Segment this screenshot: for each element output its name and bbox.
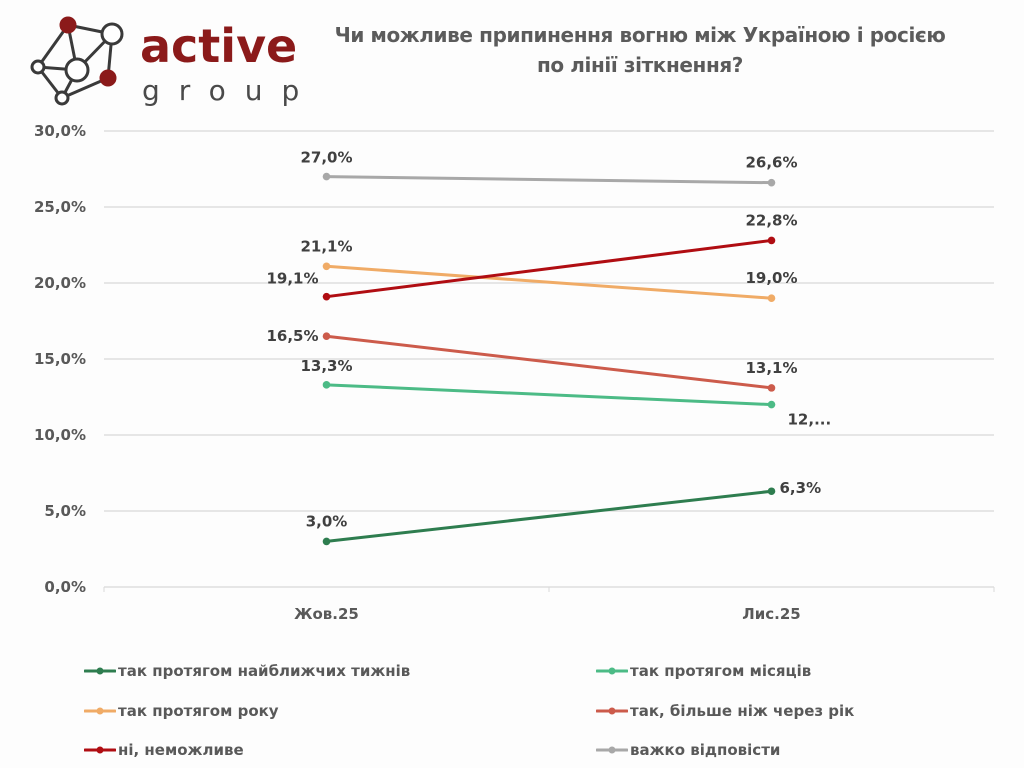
data-label: 13,3%: [300, 357, 352, 375]
chart-title: Чи можливе припинення вогню між Україною…: [320, 20, 960, 80]
data-point: [322, 262, 331, 271]
data-label: 22,8%: [745, 211, 797, 229]
network-icon: [30, 16, 124, 106]
legend-line-marker-icon: [84, 746, 116, 754]
data-label: 19,1%: [266, 270, 318, 288]
data-point: [767, 487, 776, 496]
data-point: [767, 236, 776, 245]
line-chart: 0,0% 5,0% 10,0% 15,0% 20,0% 25,0% 30,0% Жов.25…: [34, 122, 995, 623]
series-group: [322, 172, 776, 546]
y-axis: 0,0% 5,0% 10,0% 15,0% 20,0% 25,0% 30,0%: [34, 122, 86, 596]
y-tick-label: 30,0%: [34, 122, 86, 140]
legend-item[interactable]: так протягом найближчих тижнів: [84, 659, 410, 683]
series-line: [325, 383, 773, 407]
data-labels: 3,0% 6,3% 13,3% 12,... 21,1% 19,0% 16,5% 13,1% 1…: [266, 149, 831, 531]
legend-item[interactable]: ні, неможливе: [84, 738, 244, 762]
data-point: [322, 381, 331, 389]
x-axis: Жов.25 Лис.25: [294, 605, 801, 623]
y-tick-label: 10,0%: [34, 426, 86, 444]
legend: так протягом найближчих тижнів так протяг…: [0, 650, 1024, 768]
series-0: [322, 487, 776, 546]
data-point: [322, 332, 331, 341]
data-point: [322, 172, 331, 181]
legend-item[interactable]: так, більше ніж через рік: [596, 699, 854, 723]
series-1: [322, 381, 776, 409]
legend-line-marker-icon: [84, 707, 116, 715]
series-line: [325, 334, 773, 390]
data-point: [767, 178, 776, 187]
legend-label: так протягом найближчих тижнів: [118, 662, 411, 680]
data-label: 13,1%: [745, 359, 797, 377]
active-group-logo: active group: [30, 16, 310, 107]
series-2: [322, 262, 776, 303]
y-tick-label: 0,0%: [44, 578, 86, 596]
data-label: 21,1%: [300, 237, 352, 255]
data-point: [767, 400, 776, 409]
legend-item[interactable]: так протягом місяців: [596, 659, 811, 683]
chart-title-line1: Чи можливе припинення вогню між Україною…: [334, 23, 946, 47]
legend-label: так протягом місяців: [630, 662, 812, 680]
data-point: [767, 294, 776, 303]
y-tick-label: 20,0%: [34, 274, 86, 292]
data-label: 19,0%: [745, 269, 797, 287]
data-point: [322, 537, 331, 546]
series-line: [325, 175, 773, 185]
data-label: 3,0%: [306, 512, 348, 530]
data-label: 16,5%: [266, 327, 318, 345]
gridlines: [103, 130, 995, 592]
data-label: 27,0%: [300, 149, 352, 167]
legend-item[interactable]: важко відповісти: [596, 738, 780, 762]
legend-line-marker-icon: [84, 667, 116, 675]
series-line: [325, 489, 773, 543]
legend-label: так, більше ніж через рік: [630, 702, 855, 720]
legend-label: важко відповісти: [630, 741, 781, 759]
legend-label: так протягом року: [118, 702, 279, 720]
series-3: [322, 332, 776, 392]
y-tick-label: 25,0%: [34, 198, 86, 216]
y-tick-label: 5,0%: [44, 502, 86, 520]
legend-line-marker-icon: [596, 667, 628, 675]
legend-line-marker-icon: [596, 746, 628, 754]
legend-item[interactable]: так протягом року: [84, 699, 279, 723]
x-tick-label: Лис.25: [742, 605, 800, 623]
chart-title-line2: по лінії зіткнення?: [536, 53, 744, 77]
logo-word-group: group: [142, 74, 310, 107]
series-5: [322, 172, 776, 187]
series-4: [322, 236, 776, 301]
data-point: [767, 384, 776, 392]
data-label: 26,6%: [745, 154, 797, 172]
x-tick-label: Жов.25: [294, 605, 359, 623]
data-point: [322, 292, 331, 301]
legend-label: ні, неможливе: [118, 741, 244, 759]
data-label: 6,3%: [780, 479, 822, 497]
data-label: 12,...: [788, 411, 832, 429]
legend-line-marker-icon: [596, 707, 628, 715]
y-tick-label: 15,0%: [34, 350, 86, 368]
series-line: [325, 238, 773, 299]
series-line: [325, 264, 773, 300]
logo-word-active: active: [140, 19, 297, 73]
